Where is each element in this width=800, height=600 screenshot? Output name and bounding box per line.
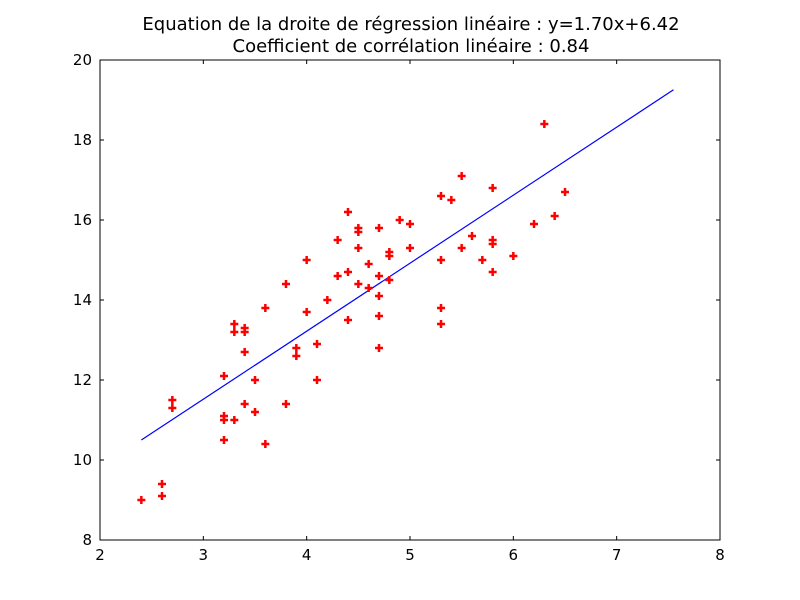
data-point-marker xyxy=(251,376,259,384)
data-points xyxy=(137,120,569,504)
data-point-marker xyxy=(313,340,321,348)
data-point-marker xyxy=(488,268,497,276)
data-point-marker xyxy=(406,244,414,252)
data-point-marker xyxy=(333,272,342,280)
y-tick-label: 10 xyxy=(73,451,92,469)
data-point-marker xyxy=(375,272,383,280)
data-point-marker xyxy=(168,404,177,412)
data-point-marker xyxy=(550,212,559,220)
y-tick-label: 14 xyxy=(73,291,92,309)
x-tick-label: 4 xyxy=(302,546,312,564)
data-point-marker xyxy=(364,284,373,292)
data-point-marker xyxy=(344,208,352,216)
data-point-marker xyxy=(230,416,239,424)
data-point-marker xyxy=(230,320,239,328)
data-point-marker xyxy=(437,320,445,328)
y-tick-label: 20 xyxy=(73,51,92,69)
y-tick-label: 8 xyxy=(82,531,92,549)
data-point-marker xyxy=(385,252,394,260)
data-point-marker xyxy=(261,440,270,448)
y-tick-label: 18 xyxy=(73,131,92,149)
chart-title-line1: Equation de la droite de régression liné… xyxy=(142,14,679,35)
x-tick-label: 2 xyxy=(95,546,105,564)
data-point-marker xyxy=(220,416,228,424)
data-point-marker xyxy=(509,252,518,260)
data-point-marker xyxy=(230,328,239,336)
data-point-marker xyxy=(302,308,311,316)
data-point-marker xyxy=(354,280,363,288)
data-point-marker xyxy=(437,192,445,200)
data-point-marker xyxy=(375,344,383,352)
y-tick-label: 16 xyxy=(73,211,92,229)
data-point-marker xyxy=(457,244,466,252)
data-point-marker xyxy=(292,352,301,360)
data-point-marker xyxy=(220,372,228,380)
data-point-marker xyxy=(240,328,249,336)
data-point-marker xyxy=(364,260,373,268)
axis-ticks xyxy=(99,59,721,541)
data-point-marker xyxy=(437,304,445,312)
data-point-marker xyxy=(488,240,497,248)
regression-line xyxy=(141,89,674,441)
y-tick-label: 12 xyxy=(73,371,92,389)
chart-title-line2: Coefficient de corrélation linéaire : 0.… xyxy=(233,36,590,57)
data-point-marker xyxy=(302,256,311,264)
data-point-marker xyxy=(395,216,404,224)
data-point-marker xyxy=(478,256,487,264)
data-point-marker xyxy=(437,256,445,264)
regression-line-group xyxy=(141,89,674,441)
data-point-marker xyxy=(220,436,228,444)
x-tick-label: 7 xyxy=(612,546,622,564)
data-point-marker xyxy=(375,292,383,300)
data-point-marker xyxy=(447,196,456,204)
data-point-marker xyxy=(457,172,466,180)
x-tick-label: 8 xyxy=(715,546,725,564)
data-point-marker xyxy=(344,268,352,276)
plot-area-frame xyxy=(99,59,721,541)
data-point-marker xyxy=(137,496,146,504)
data-point-marker xyxy=(468,232,476,240)
data-point-marker xyxy=(323,296,332,304)
data-point-marker xyxy=(333,236,342,244)
data-point-marker xyxy=(240,400,249,408)
data-point-marker xyxy=(292,344,301,352)
data-point-marker xyxy=(344,316,352,324)
data-point-marker xyxy=(168,396,177,404)
data-point-marker xyxy=(282,400,290,408)
data-point-marker xyxy=(261,304,270,312)
data-point-marker xyxy=(354,244,363,252)
x-tick-label: 5 xyxy=(405,546,415,564)
data-point-marker xyxy=(158,492,166,500)
data-point-marker xyxy=(530,220,538,228)
data-point-marker xyxy=(540,120,549,128)
x-tick-label: 3 xyxy=(199,546,209,564)
data-point-marker xyxy=(282,280,290,288)
data-point-marker xyxy=(375,312,383,320)
data-point-marker xyxy=(313,376,321,384)
data-point-marker xyxy=(385,276,394,284)
data-point-marker xyxy=(354,228,363,236)
data-point-marker xyxy=(158,480,166,488)
data-point-marker xyxy=(251,408,259,416)
data-point-marker xyxy=(406,220,414,228)
data-point-marker xyxy=(561,188,569,196)
axis-tick-labels: 2 3 4 5 6 7 8 8 10 12 14 16 18 20 xyxy=(73,51,725,564)
data-point-marker xyxy=(488,184,497,192)
x-tick-label: 6 xyxy=(509,546,519,564)
data-point-marker xyxy=(240,348,249,356)
data-point-marker xyxy=(375,224,383,232)
